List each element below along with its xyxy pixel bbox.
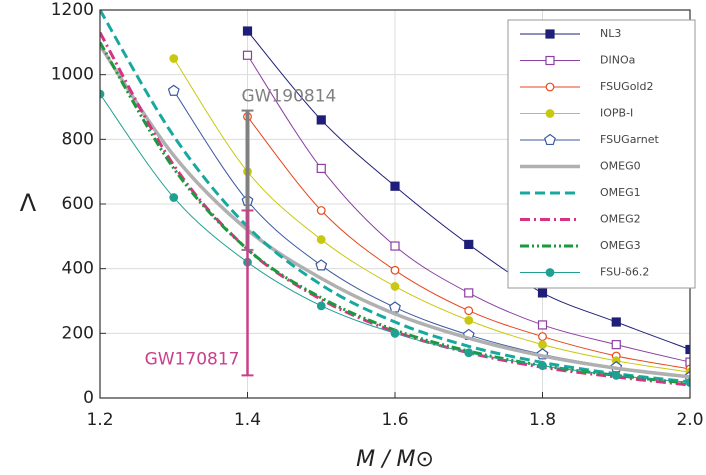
marker [242, 50, 253, 60]
x-axis-label: M / M⊙ [356, 447, 434, 472]
marker [316, 115, 326, 125]
marker [169, 193, 179, 202]
legend-label: OMEG0 [600, 160, 641, 173]
legend-label: FSUGold2 [600, 80, 653, 93]
series-line [100, 31, 690, 387]
legend-label: OMEG1 [600, 186, 641, 199]
marker [390, 265, 400, 275]
legend-label: OMEG2 [600, 213, 641, 226]
marker [537, 288, 548, 298]
marker [464, 306, 474, 316]
marker [464, 316, 474, 325]
marker [538, 332, 547, 341]
series-line [100, 44, 690, 379]
marker [167, 84, 180, 96]
legend-box [507, 19, 696, 289]
x-tick-label: 2.0 [676, 410, 703, 430]
x-tick-label: 1.6 [381, 410, 408, 430]
legend-label: DINOa [600, 54, 635, 67]
y-tick-label: 200 [62, 323, 94, 343]
marker [169, 54, 179, 63]
legend-marker [545, 268, 555, 277]
marker [611, 340, 621, 350]
marker [685, 378, 690, 387]
x-tick-label: 1.2 [86, 410, 113, 430]
marker [389, 301, 401, 313]
marker [390, 241, 400, 251]
annotation: GW170817 [145, 349, 240, 369]
marker [685, 344, 690, 355]
legend-marker [545, 55, 555, 66]
y-tick-label: 600 [62, 194, 94, 214]
marker [316, 301, 326, 311]
marker [390, 181, 400, 191]
marker [464, 288, 474, 298]
marker [316, 163, 326, 174]
y-axis-label: Λ [20, 189, 37, 217]
marker [316, 206, 326, 215]
marker [537, 320, 548, 330]
legend-label: FSUGarnet [600, 133, 660, 146]
series-line [100, 10, 690, 384]
marker [464, 348, 474, 358]
y-tick-label: 800 [62, 129, 94, 149]
marker [316, 235, 326, 244]
marker [100, 89, 105, 99]
marker [390, 282, 400, 291]
annotation: GW190814 [242, 87, 337, 107]
x-tick-label: 1.4 [234, 410, 261, 430]
marker [685, 357, 690, 367]
y-tick-label: 1000 [51, 65, 94, 85]
y-tick-label: 1200 [51, 0, 94, 20]
marker [538, 340, 547, 350]
series-line [100, 93, 690, 383]
marker [242, 26, 253, 36]
legend-label: IOPB-I [600, 107, 633, 120]
legend-label: NL3 [600, 27, 621, 40]
marker [315, 259, 328, 271]
legend-marker [545, 82, 555, 92]
plot-area [100, 10, 690, 387]
y-tick-label: 0 [83, 388, 94, 408]
legend-label: FSU-δ6.2 [600, 266, 649, 279]
legend-marker [544, 133, 556, 146]
marker [390, 328, 400, 338]
legend-label: OMEG3 [600, 239, 641, 252]
legend-marker [545, 29, 555, 39]
marker [611, 317, 621, 327]
marker [464, 239, 474, 250]
marker [538, 361, 547, 371]
legend-marker [545, 109, 555, 118]
marker [611, 370, 621, 380]
y-tick-label: 400 [62, 259, 94, 279]
x-tick-label: 1.8 [529, 410, 556, 430]
